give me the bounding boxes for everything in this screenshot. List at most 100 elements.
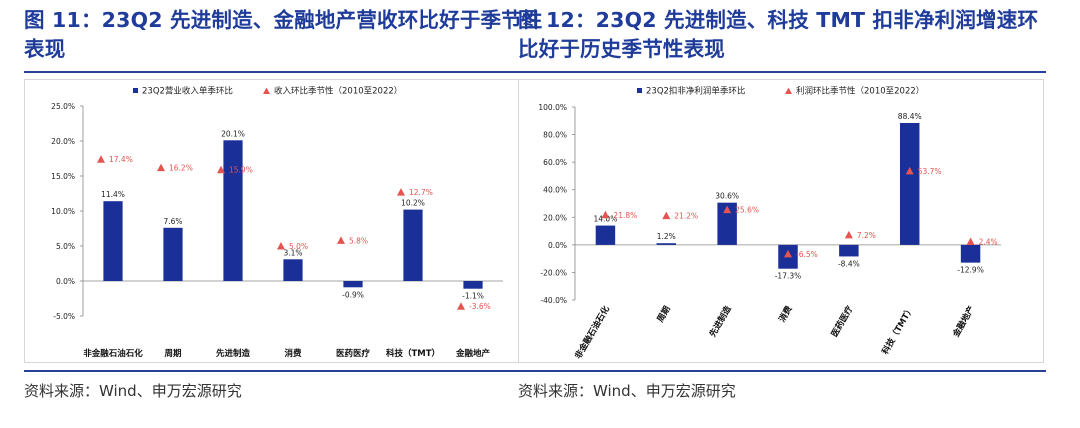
y-tick-label: 40.0%	[543, 186, 567, 195]
x-category-label: 先进制造	[216, 348, 251, 359]
chart-area: 23Q2扣非净利润单季环比 利润环比季节性（2010至2022） 100.0% 80.…	[518, 79, 1044, 363]
y-tick-label: -5.0%	[53, 312, 75, 321]
y-tick-label: 60.0%	[543, 158, 567, 167]
bar-data-label: 7.6%	[163, 217, 182, 226]
marker-data-label: 15.9%	[229, 166, 253, 175]
marker-data-label: 5.8%	[349, 236, 368, 245]
title-rule	[24, 71, 552, 73]
x-category-label: 金融地产	[455, 348, 491, 359]
marker-point	[457, 302, 465, 310]
chart-revenue: 23Q2营业收入单季环比 收入环比季节性（2010至2022） 25.0% 20.0%…	[51, 86, 503, 359]
bar-data-label: 20.1%	[221, 129, 245, 138]
x-category-label: 科技（TMT）	[386, 348, 440, 359]
bar	[595, 225, 616, 245]
x-category-label: 周期	[164, 348, 182, 359]
bar-data-label: -12.9%	[957, 266, 984, 275]
source-rule	[518, 370, 1046, 372]
bar-data-label: 30.6%	[715, 192, 739, 201]
y-tick-label: 0.0%	[56, 277, 75, 286]
marker-point	[662, 211, 671, 220]
marker-point	[723, 205, 732, 214]
y-tick-label: -20.0%	[540, 268, 567, 277]
legend-label-bars: 23Q2营业收入单季环比	[142, 86, 233, 97]
bar-data-label: 14.0%	[594, 215, 618, 224]
bar-data-label: -8.4%	[838, 259, 860, 268]
figure-12: 图 12：23Q2 先进制造、科技 TMT 扣非净利润增速环比好于历史季节性表现…	[518, 0, 1046, 428]
marker-point	[157, 163, 165, 172]
chart-area: 23Q2营业收入单季环比 收入环比季节性（2010至2022） 25.0% 20.0%…	[24, 79, 550, 363]
bar-data-label: 1.2%	[657, 232, 676, 241]
bar-data-label: -0.9%	[342, 290, 364, 299]
x-category-label: 消费	[777, 304, 795, 325]
y-tick-label: 25.0%	[51, 102, 75, 111]
x-category-label: 医药医疗	[829, 304, 856, 339]
y-tick-label: 80.0%	[543, 131, 567, 140]
bar	[899, 122, 920, 245]
bar	[223, 140, 243, 281]
marker-data-label: 16.2%	[169, 164, 193, 173]
x-category-label: 金融地产	[950, 304, 977, 340]
marker-data-label: 21.8%	[613, 211, 637, 220]
x-category-label: 科技（TMT）	[880, 304, 917, 356]
bar-data-label: -17.3%	[775, 272, 802, 281]
y-tick-label: 20.0%	[543, 213, 567, 222]
bar	[103, 201, 123, 281]
bar	[839, 244, 859, 257]
bar	[283, 259, 303, 281]
legend-label-markers: 利润环比季节性（2010至2022）	[796, 86, 924, 97]
bar	[163, 227, 183, 281]
source-note: 资料来源：Wind、申万宏源研究	[518, 382, 736, 400]
x-category-label: 消费	[284, 348, 302, 359]
bar-data-label: 11.4%	[101, 190, 125, 199]
marker-point	[905, 166, 914, 175]
marker-data-label: -6.5%	[796, 250, 818, 259]
x-category-label: 医药医疗	[336, 348, 371, 359]
marker-point	[397, 188, 405, 196]
marker-point	[277, 242, 285, 250]
marker-data-label: 5.0%	[289, 242, 308, 251]
legend-label-markers: 收入环比季节性（2010至2022）	[274, 86, 402, 97]
source-rule	[24, 370, 552, 372]
bar	[463, 281, 483, 289]
chart-profit: 23Q2扣非净利润单季环比 利润环比季节性（2010至2022） 100.0% 80.…	[538, 86, 1001, 361]
legend-marker-swatch	[263, 87, 270, 94]
figure-title: 图 12：23Q2 先进制造、科技 TMT 扣非净利润增速环比好于历史季节性表现	[518, 8, 1039, 61]
figure-title: 图 11：23Q2 先进制造、金融地产营收环比好于季节性表现	[24, 8, 543, 61]
marker-point	[337, 236, 345, 244]
y-tick-label: 20.0%	[51, 137, 75, 146]
bar-data-label: 88.4%	[898, 112, 922, 121]
marker-data-label: 25.6%	[735, 206, 759, 215]
bar-data-label: 10.2%	[401, 199, 425, 208]
figure-11: 图 11：23Q2 先进制造、金融地产营收环比好于季节性表现 23Q2营业收入单…	[24, 0, 552, 428]
source-note: 资料来源：Wind、申万宏源研究	[24, 382, 242, 400]
marker-data-label: -3.6%	[469, 302, 491, 311]
x-category-label: 周期	[655, 304, 673, 325]
legend-bar-swatch	[637, 88, 642, 93]
y-tick-label: 10.0%	[51, 207, 75, 216]
y-tick-label: 5.0%	[56, 242, 75, 251]
x-category-label: 非金融石油石化	[83, 348, 143, 359]
marker-point	[217, 165, 225, 174]
bar	[717, 202, 737, 245]
marker-data-label: 2.4%	[979, 238, 998, 247]
marker-point	[966, 237, 975, 246]
bar	[656, 243, 677, 245]
bar-data-label: 3.1%	[283, 248, 302, 257]
marker-data-label: 21.2%	[674, 212, 698, 221]
x-category-label: 非金融石油石化	[573, 304, 613, 361]
x-category-label: 先进制造	[707, 304, 734, 339]
bar	[343, 281, 363, 288]
legend-marker-swatch	[785, 87, 792, 94]
y-tick-label: 100.0%	[538, 103, 567, 112]
legend-bar-swatch	[133, 88, 138, 93]
bar-data-label: -1.1%	[462, 292, 484, 301]
bar	[960, 244, 981, 263]
y-tick-label: 0.0%	[548, 241, 567, 250]
marker-data-label: 53.7%	[918, 167, 942, 176]
bar	[403, 209, 423, 281]
y-tick-label: -40.0%	[540, 296, 567, 305]
marker-point	[844, 230, 853, 239]
marker-point	[601, 210, 610, 219]
title-rule	[518, 71, 1046, 73]
marker-data-label: 17.4%	[109, 155, 133, 164]
